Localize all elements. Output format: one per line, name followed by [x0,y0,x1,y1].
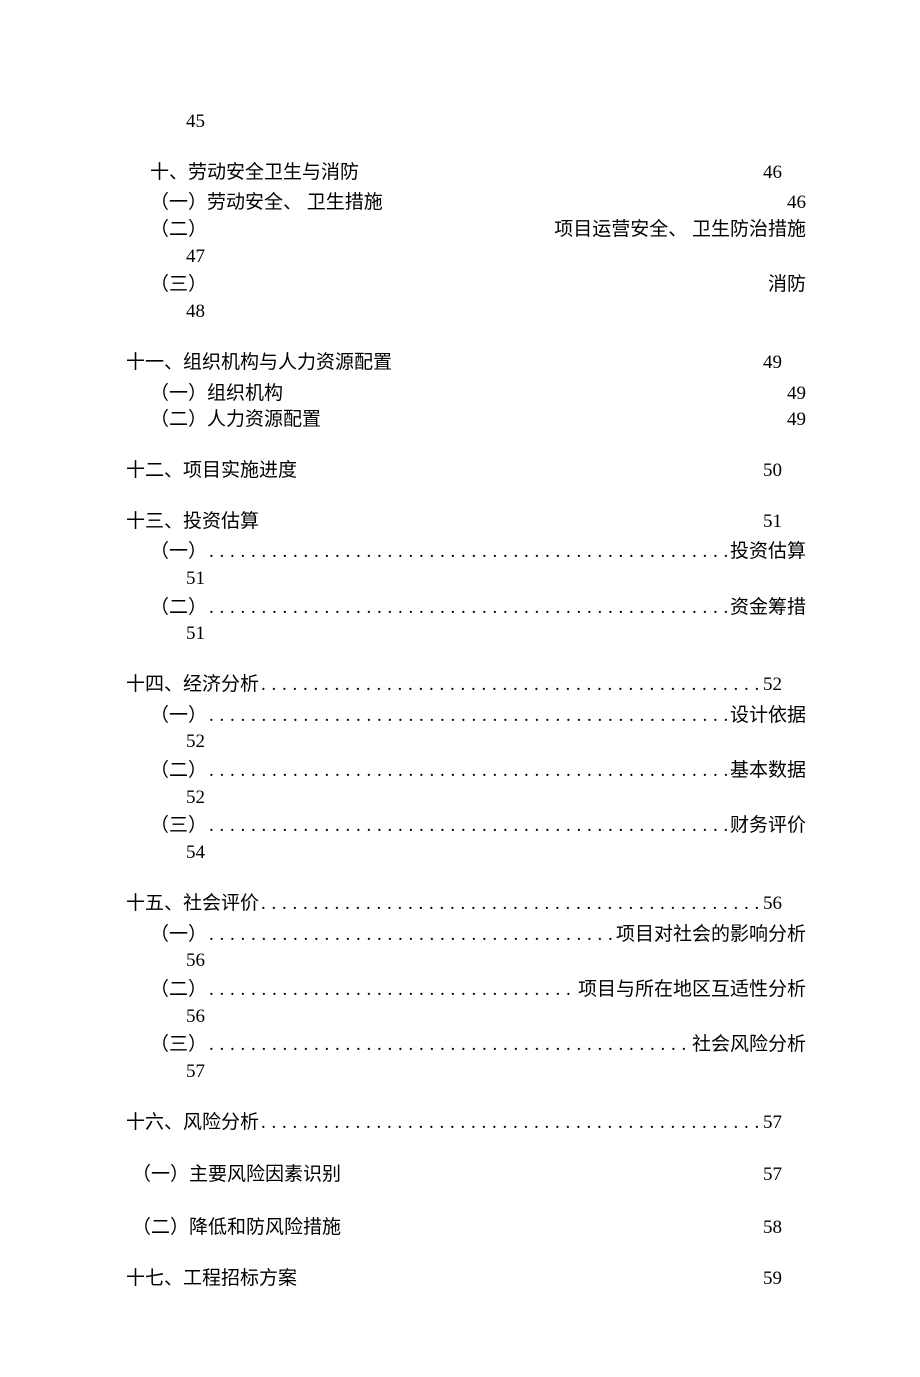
toc-wrapped-page: 56 [186,1005,782,1030]
toc-sub-row: （二）降低和防风险措施 58 [126,1216,782,1241]
toc-sub-row: （二） 资金筹措 [150,596,806,621]
toc-sub-label: （一）主要风险因素识别 [132,1163,341,1188]
toc-leader-dots [207,704,730,729]
toc-sub-label: （一）劳动安全、 卫生措施 [150,191,383,216]
toc-section-row: 十六、风险分析 57 [126,1111,782,1136]
toc-right-text: 投资估算 [730,540,806,565]
toc-sub-row: （一） 设计依据 [150,704,806,729]
toc-wrapped-page: 51 [186,622,782,647]
toc-sub-row: （二） 项目与所在地区互适性分析 [150,978,806,1003]
toc-page: 59 [763,1267,782,1292]
toc-leader-dots [207,540,730,565]
toc-sub-label: （三） [150,1033,207,1058]
toc-leader-dots [207,814,730,839]
toc-sub-row: （一）主要风险因素识别 57 [126,1163,782,1188]
toc-section-row: 十二、项目实施进度 50 [126,459,782,484]
toc-wrapped-page: 54 [186,841,782,866]
toc-wrapped-page: 57 [186,1060,782,1085]
toc-sub-row: （二）人力资源配置 49 [150,408,806,433]
toc-page: 58 [763,1216,782,1241]
toc-page: 46 [763,161,782,186]
toc-right-text: 基本数据 [730,759,806,784]
toc-page: 57 [763,1111,782,1136]
toc-page: 50 [763,459,782,484]
toc-section-row: 十一、组织机构与人力资源配置 49 [126,351,782,376]
toc-sub-label: （二）人力资源配置 [150,408,321,433]
toc-page: 57 [763,1163,782,1188]
toc-sub-label: （二） [150,978,207,1003]
toc-section-label: 十、劳动安全卫生与消防 [150,161,359,186]
toc-sub-row: （二） 基本数据 [150,759,806,784]
toc-section-label: 十四、经济分析 [126,673,259,698]
toc-section-label: 十六、风险分析 [126,1111,259,1136]
toc-sub-row: （三） 社会风险分析 [150,1033,806,1058]
toc-leader-dots [259,892,763,917]
toc-sub-label: （三） [150,273,207,298]
toc-sub-row: （一）组织机构 49 [150,382,806,407]
toc-leader-dots [207,759,730,784]
toc-wrapped-page: 52 [186,730,782,755]
toc-section-row: 十五、社会评价 56 [126,892,782,917]
toc-section-label: 十三、投资估算 [126,510,259,535]
toc-sub-row: （二） 项目运营安全、 卫生防治措施 [150,218,806,243]
toc-section-label: 十五、社会评价 [126,892,259,917]
toc-page: 56 [763,892,782,917]
toc-leader-dots [207,596,730,621]
toc-page: 46 [787,191,806,216]
toc-right-text: 消防 [768,273,806,298]
toc-page: 49 [787,382,806,407]
toc-sub-row: （一）劳动安全、 卫生措施 46 [150,191,806,216]
toc-sub-label: （二） [150,596,207,621]
toc-page: 52 [763,673,782,698]
toc-section-row: 十七、工程招标方案 59 [126,1267,782,1292]
toc-section-row: 十三、投资估算 51 [126,510,782,535]
toc-wrapped-page: 56 [186,949,782,974]
toc-sub-label: （二） [150,218,207,243]
toc-wrapped-page: 52 [186,786,782,811]
toc-page: 49 [763,351,782,376]
toc-page: 51 [763,510,782,535]
toc-sub-label: （一） [150,540,207,565]
toc-right-text: 项目运营安全、 卫生防治措施 [554,218,806,243]
toc-sub-row: （一） 投资估算 [150,540,806,565]
toc-sub-label: （一） [150,704,207,729]
toc-right-text: 设计依据 [730,704,806,729]
orphan-page-number: 45 [186,110,782,135]
toc-section-label: 十七、工程招标方案 [126,1267,297,1292]
toc-sub-label: （二）降低和防风险措施 [132,1216,341,1241]
toc-leader-dots [207,978,578,1003]
toc-wrapped-page: 47 [186,245,782,270]
toc-sub-label: （一） [150,923,207,948]
toc-section-label: 十一、组织机构与人力资源配置 [126,351,392,376]
toc-sub-label: （三） [150,814,207,839]
toc-right-text: 项目对社会的影响分析 [616,923,806,948]
toc-right-text: 项目与所在地区互适性分析 [578,978,806,1003]
toc-sub-row: （一） 项目对社会的影响分析 [150,923,806,948]
toc-wrapped-page: 48 [186,300,782,325]
toc-leader-dots [207,923,616,948]
toc-sub-label: （二） [150,759,207,784]
toc-page: 49 [787,408,806,433]
toc-leader-dots [259,673,763,698]
toc-right-text: 资金筹措 [730,596,806,621]
document-page: 45 十、劳动安全卫生与消防 46 （一）劳动安全、 卫生措施 46 （二） 项… [0,0,920,1377]
toc-sub-row: （三） 消防 [150,273,806,298]
toc-section-row: 十、劳动安全卫生与消防 46 [126,161,782,186]
toc-right-text: 财务评价 [730,814,806,839]
toc-sub-label: （一）组织机构 [150,382,283,407]
toc-section-row: 十四、经济分析 52 [126,673,782,698]
toc-sub-row: （三） 财务评价 [150,814,806,839]
toc-wrapped-page: 51 [186,567,782,592]
toc-right-text: 社会风险分析 [692,1033,806,1058]
toc-leader-dots [207,1033,692,1058]
toc-section-label: 十二、项目实施进度 [126,459,297,484]
toc-leader-dots [259,1111,763,1136]
